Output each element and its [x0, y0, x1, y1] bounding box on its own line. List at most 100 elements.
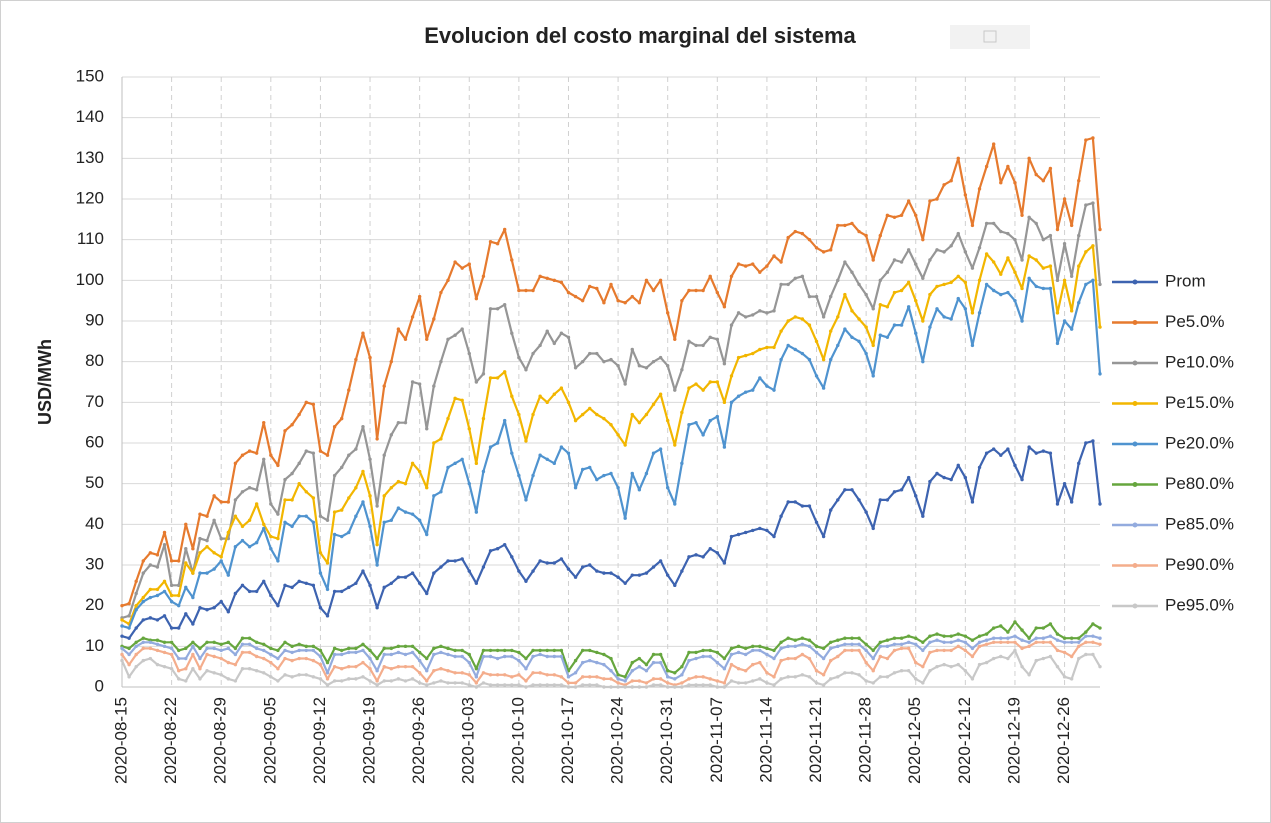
point-marker [389, 359, 394, 364]
point-marker [141, 599, 145, 604]
point-marker [283, 648, 287, 653]
point-marker [531, 473, 535, 478]
point-marker [347, 496, 351, 500]
point-marker [276, 512, 280, 516]
point-marker [446, 465, 450, 470]
point-marker [545, 400, 549, 405]
point-marker [283, 673, 287, 677]
point-marker [1034, 658, 1038, 663]
point-marker [559, 654, 564, 659]
point-marker [935, 197, 939, 201]
point-marker [673, 583, 677, 588]
point-marker [417, 294, 422, 299]
point-marker [715, 337, 720, 341]
point-marker [609, 656, 613, 661]
point-marker [566, 400, 571, 405]
point-marker [772, 309, 776, 313]
point-marker [956, 231, 960, 236]
point-marker [963, 640, 968, 644]
point-marker [580, 359, 585, 364]
point-marker [510, 451, 514, 455]
point-marker [977, 187, 982, 191]
point-marker [545, 561, 549, 565]
point-marker [148, 587, 153, 592]
point-marker [531, 288, 535, 293]
point-marker [935, 284, 939, 289]
point-marker [467, 481, 471, 486]
point-marker [134, 608, 138, 612]
point-marker [247, 642, 252, 646]
point-marker [630, 660, 634, 665]
point-marker [1048, 654, 1053, 659]
point-marker [651, 288, 656, 293]
point-marker [1006, 636, 1010, 640]
point-marker [240, 642, 245, 646]
point-marker [566, 685, 571, 689]
point-marker [1027, 640, 1031, 644]
point-marker [325, 671, 330, 675]
point-marker [573, 294, 578, 299]
point-marker [836, 644, 840, 649]
point-marker [786, 675, 790, 679]
point-marker [885, 498, 890, 502]
point-marker [432, 384, 436, 388]
point-marker [1020, 646, 1024, 651]
point-marker [1034, 172, 1038, 177]
point-marker [198, 551, 202, 555]
point-marker [878, 303, 883, 307]
point-marker [453, 654, 457, 659]
x-tick-label: 2020-09-19 [360, 697, 379, 784]
point-marker [311, 583, 316, 588]
point-marker [616, 433, 620, 437]
point-marker [616, 364, 620, 368]
point-marker [807, 638, 812, 642]
point-marker [701, 683, 705, 687]
point-marker [1027, 276, 1031, 280]
point-marker [658, 660, 663, 665]
point-marker [368, 648, 372, 653]
point-marker [963, 193, 968, 197]
point-marker [821, 646, 826, 651]
point-marker [573, 685, 578, 689]
point-marker [495, 683, 500, 687]
point-marker [828, 329, 833, 333]
point-marker [701, 555, 705, 559]
point-marker [878, 675, 883, 679]
point-marker [1027, 445, 1031, 449]
point-marker [396, 327, 401, 331]
point-marker [1084, 250, 1088, 254]
point-marker [502, 654, 507, 659]
point-marker [758, 376, 762, 380]
point-marker [630, 471, 634, 476]
point-marker [510, 258, 514, 262]
point-marker [758, 660, 762, 665]
point-marker [999, 640, 1003, 644]
point-marker [942, 183, 946, 187]
point-marker [290, 423, 294, 427]
point-marker [914, 213, 918, 217]
point-marker [573, 486, 578, 490]
point-marker [233, 646, 238, 651]
point-marker [793, 638, 797, 642]
point-marker [821, 386, 826, 390]
point-marker [347, 388, 351, 392]
point-marker [984, 632, 989, 636]
point-marker [963, 634, 968, 638]
point-marker [141, 618, 145, 622]
x-tick-label: 2020-12-26 [1054, 697, 1073, 784]
point-marker [524, 685, 528, 689]
point-marker [828, 294, 833, 299]
point-marker [984, 642, 989, 646]
point-marker [460, 654, 464, 659]
point-marker [772, 683, 776, 687]
point-marker [347, 664, 351, 669]
point-marker [120, 603, 124, 608]
point-marker [715, 650, 720, 655]
point-marker [453, 681, 457, 685]
point-marker [417, 469, 422, 474]
point-marker [396, 644, 401, 649]
point-marker [892, 323, 897, 327]
point-marker [623, 301, 627, 305]
point-marker [403, 644, 408, 649]
point-marker [977, 640, 982, 644]
